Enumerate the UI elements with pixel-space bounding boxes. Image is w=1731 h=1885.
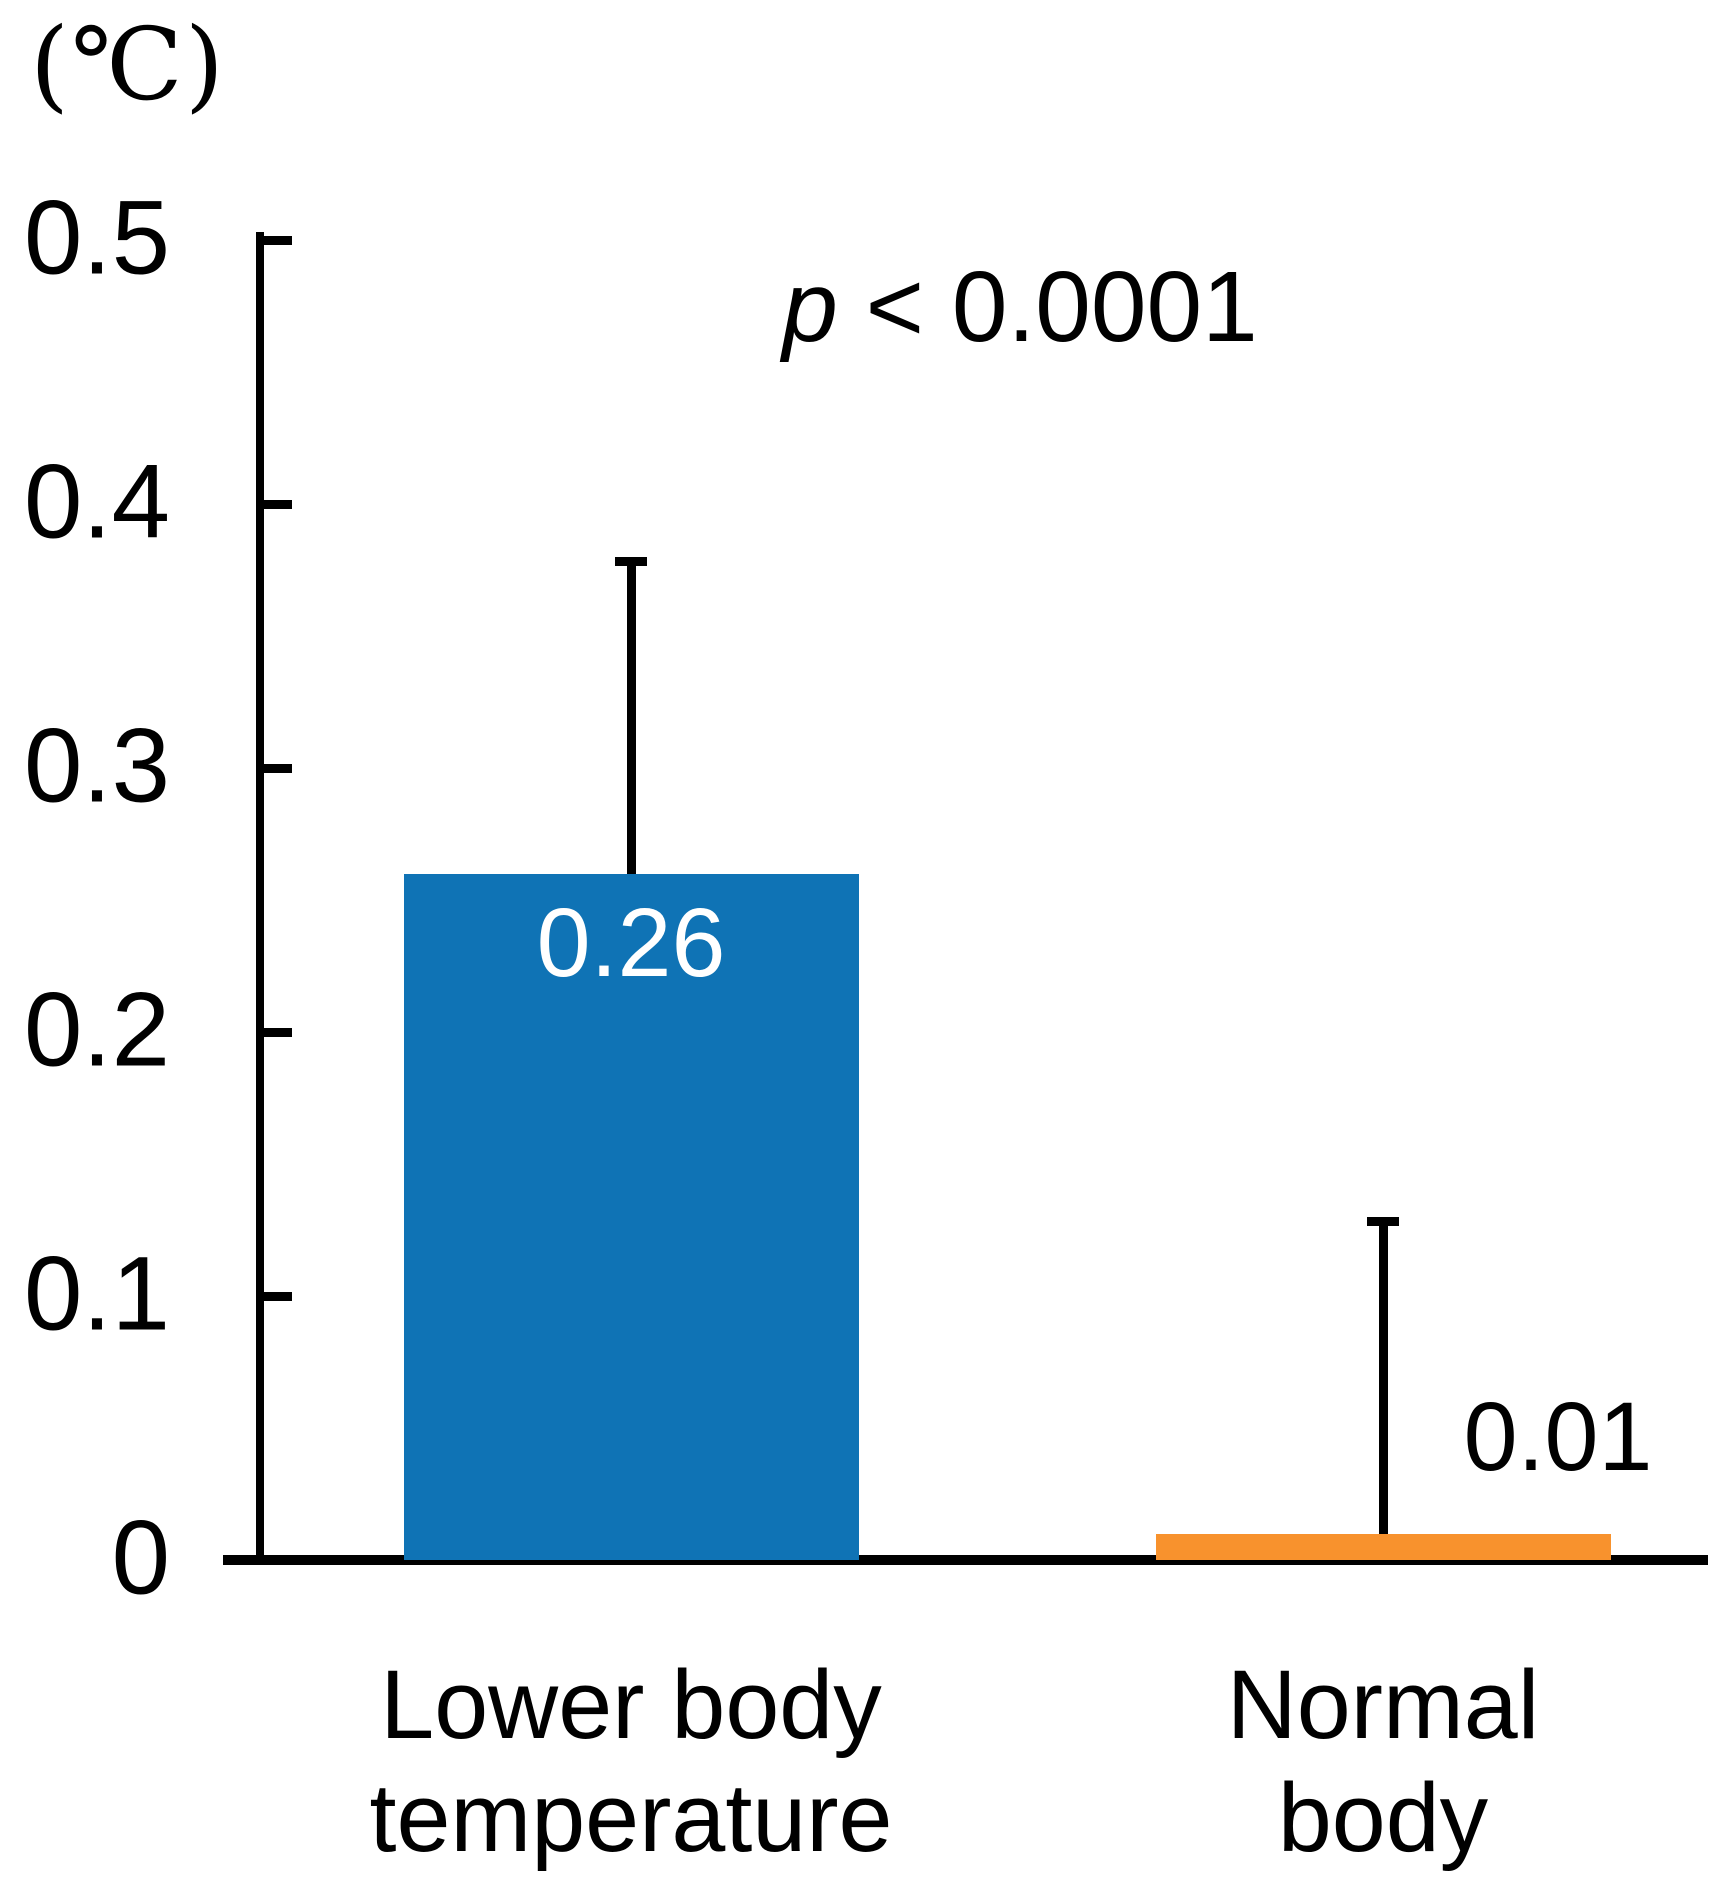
y-axis-tick	[264, 235, 292, 245]
y-axis-tick-label: 0.3	[24, 707, 170, 825]
y-axis-tick-label: 0.5	[24, 179, 170, 297]
error-bar-cap	[1367, 1217, 1399, 1226]
y-axis-tick	[264, 1027, 292, 1037]
error-bar-cap	[615, 557, 647, 566]
bar-normal-body-temperature	[1155, 1534, 1611, 1560]
y-axis-tick-label: 0.2	[24, 971, 170, 1089]
y-axis	[256, 232, 264, 1565]
category-label: Normal body temperature	[1122, 1650, 1645, 1885]
error-bar-line	[1379, 1217, 1388, 1534]
y-axis-tick-label: 0.4	[24, 443, 170, 561]
error-bar-line	[627, 557, 636, 874]
category-label: Lower body temperature	[369, 1650, 893, 1872]
y-axis-tick	[264, 1291, 292, 1301]
p-symbol: p	[782, 251, 838, 363]
y-axis-tick-label: 0	[111, 1499, 170, 1617]
bar-value-label: 0.26	[536, 888, 726, 997]
y-axis-tick	[264, 499, 292, 509]
x-axis	[223, 1555, 1708, 1565]
y-axis-tick-label: 0.1	[24, 1235, 170, 1353]
bar-value-label: 0.01	[1463, 1382, 1653, 1491]
p-value-text: < 0.0001	[837, 251, 1258, 363]
y-axis-unit-label: (℃)	[30, 6, 226, 123]
bar-lower-body-temperature	[403, 874, 859, 1560]
p-value-annotation: p < 0.0001	[782, 250, 1257, 365]
y-axis-tick	[264, 763, 292, 773]
